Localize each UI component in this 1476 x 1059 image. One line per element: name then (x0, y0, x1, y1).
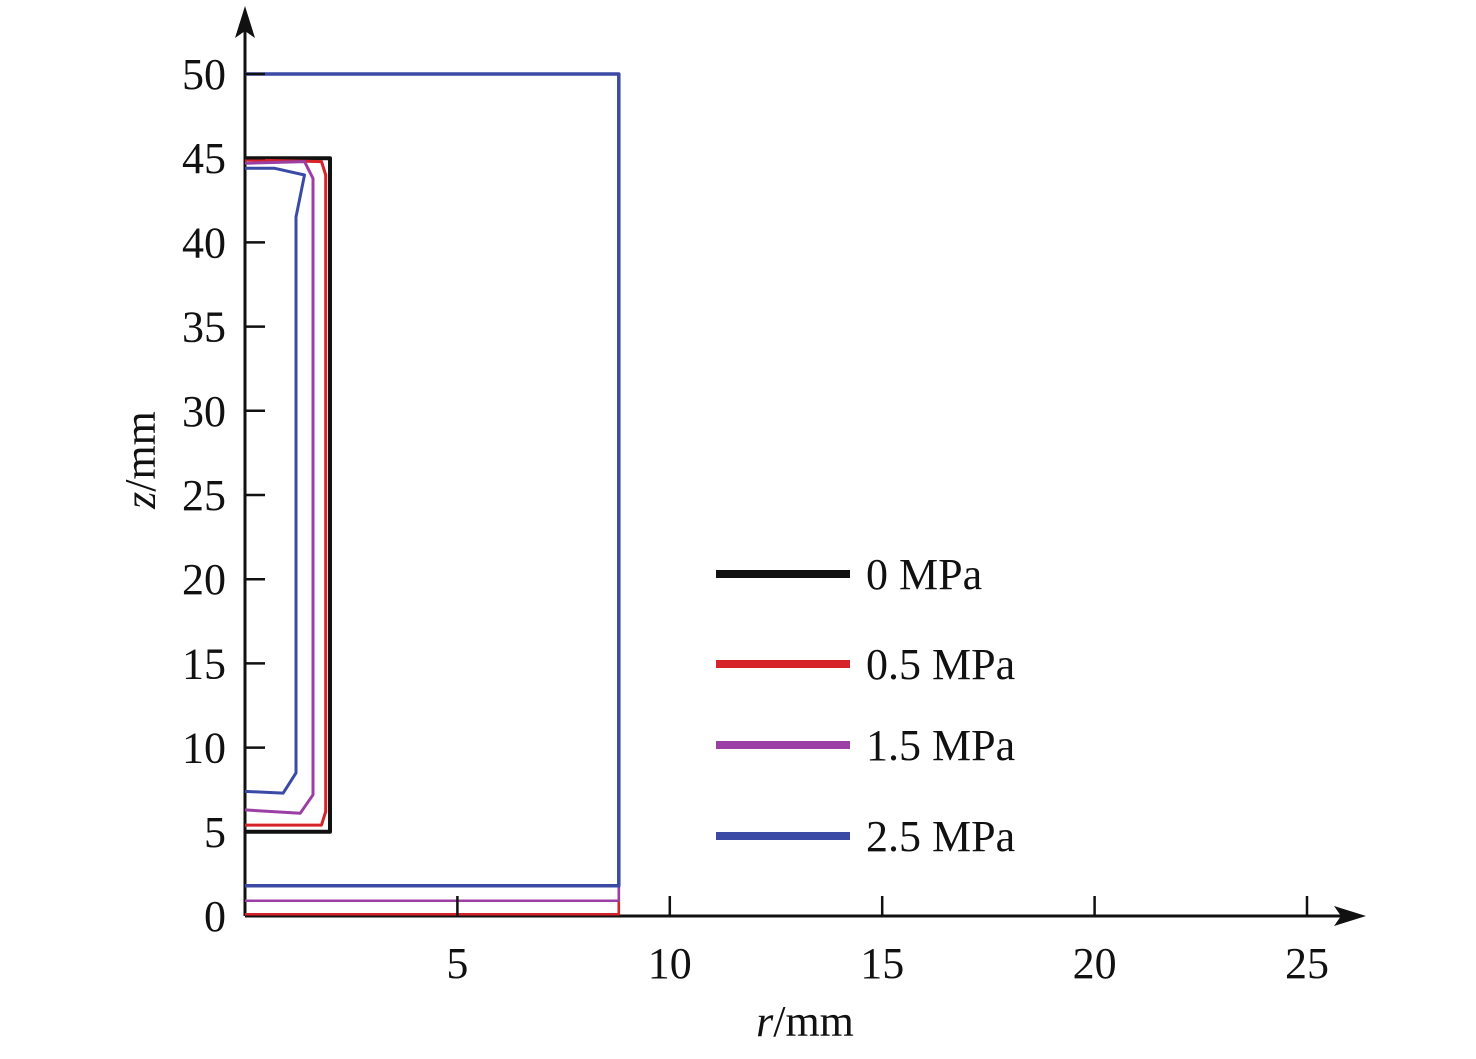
y-axis-label: z/mm (116, 411, 165, 510)
outer-profile-0-5-mpa (245, 72, 621, 916)
x-axis-label: r/mm (756, 997, 854, 1046)
y-tick-label: 50 (182, 50, 226, 99)
inner-profile-0-mpa (245, 156, 332, 834)
x-tick-label: 5 (446, 939, 468, 988)
legend-label: 1.5 MPa (866, 721, 1015, 770)
y-tick-label: 25 (182, 471, 226, 520)
inner-profiles (244, 156, 332, 834)
y-tick-label: 20 (182, 555, 226, 604)
x-tick-label: 10 (648, 939, 692, 988)
outer-profile-2-5-mpa (245, 72, 621, 888)
inner-profile-0-5-mpa (244, 158, 328, 827)
x-axis-label-unit: /mm (773, 997, 854, 1046)
y-tick-label: 5 (204, 808, 226, 857)
y-tick-label: 40 (182, 218, 226, 267)
y-tick-label: 0 (204, 892, 226, 941)
x-ticks: 5 10 15 20 25 (446, 896, 1329, 988)
legend: 0 MPa 0.5 MPa 1.5 MPa 2.5 MPa (716, 550, 1015, 861)
y-axis-label-unit: /mm (116, 411, 165, 492)
y-tick-label: 15 (182, 639, 226, 688)
y-axis-arrow (235, 6, 255, 38)
legend-label: 2.5 MPa (866, 812, 1015, 861)
y-tick-label: 30 (182, 387, 226, 436)
x-tick-label: 15 (860, 939, 904, 988)
y-tick-label: 35 (182, 303, 226, 352)
legend-label: 0 MPa (866, 550, 982, 599)
y-ticks: 0 5 10 15 20 25 30 35 40 45 50 (182, 50, 265, 941)
x-axis-label-var: r (756, 997, 774, 1046)
y-tick-label: 10 (182, 724, 226, 773)
inner-profile-1-5-mpa (244, 160, 315, 815)
legend-label: 0.5 MPa (866, 640, 1015, 689)
outer-profiles (245, 72, 621, 918)
y-tick-label: 45 (182, 134, 226, 183)
outer-profile-0-mpa (245, 72, 621, 918)
axes (235, 6, 1366, 926)
x-tick-label: 20 (1073, 939, 1117, 988)
inner-profile-2-5-mpa (244, 166, 306, 795)
x-tick-label: 25 (1285, 939, 1329, 988)
y-axis-label-var: z (116, 492, 165, 510)
x-axis-arrow (1334, 906, 1366, 926)
